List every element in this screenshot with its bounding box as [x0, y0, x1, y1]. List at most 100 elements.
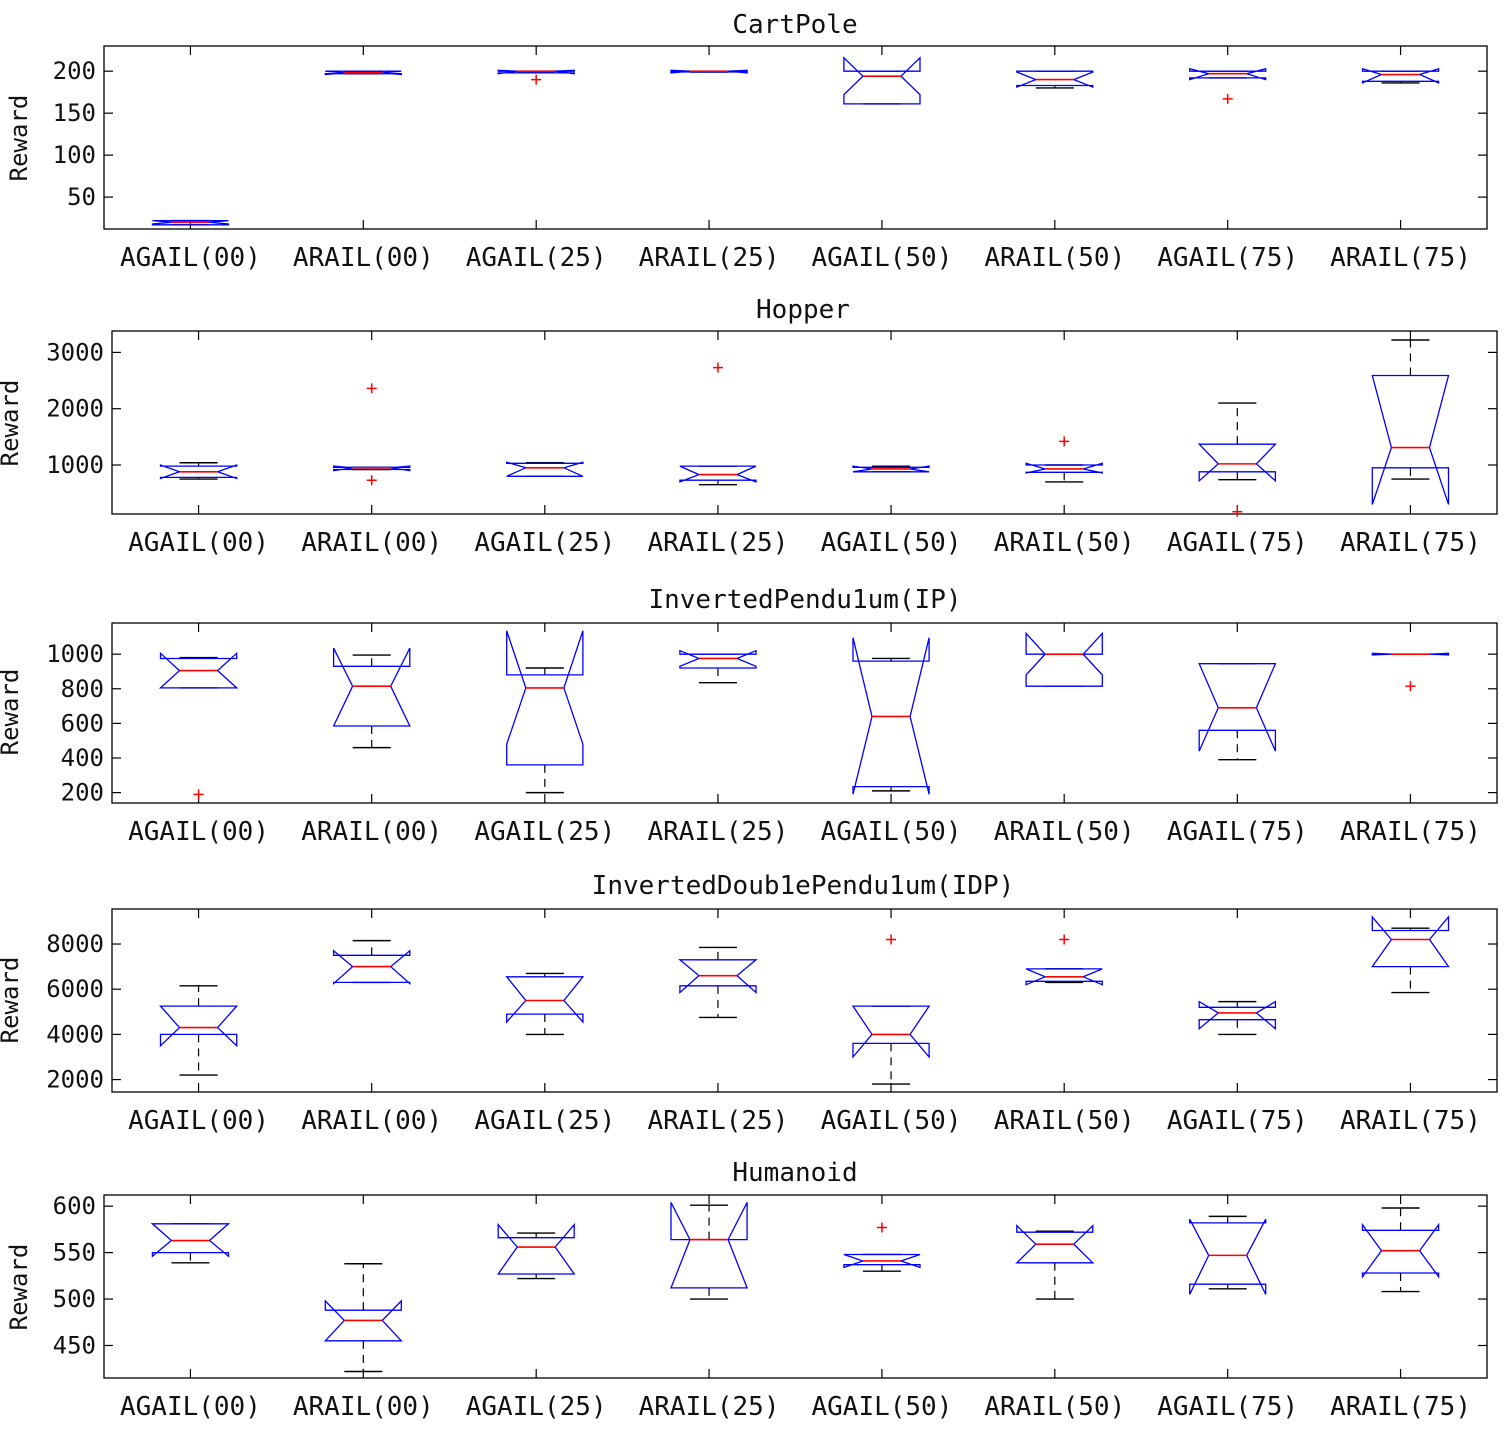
y-axis-label: Reward [5, 1244, 33, 1331]
panel-title: Hopper [756, 295, 850, 325]
outlier-marker [193, 789, 204, 800]
notched-box [332, 465, 411, 472]
notched-box [843, 56, 921, 105]
notched-box [1197, 443, 1277, 483]
x-tick-label: AGAIL(75) [1157, 243, 1298, 273]
y-tick-label: 600 [61, 709, 104, 737]
notched-box [1198, 1000, 1277, 1031]
notched-box [506, 461, 584, 477]
y-tick-label: 2000 [46, 1066, 104, 1094]
x-tick-label: ARAIL(50) [984, 1392, 1125, 1422]
notched-box [1371, 652, 1450, 656]
y-axis-label: Reward [5, 95, 33, 182]
x-tick-label: AGAIL(50) [811, 243, 952, 273]
outlier-marker [876, 1222, 887, 1233]
x-tick-label: ARAIL(75) [1330, 1392, 1471, 1422]
y-tick-label: 3000 [46, 338, 104, 366]
notched-box [1025, 462, 1103, 474]
x-tick-label: AGAIL(00) [120, 243, 261, 273]
y-tick-label: 800 [61, 675, 104, 703]
notched-box [323, 1299, 403, 1342]
axes-frame [111, 908, 1498, 1093]
notched-box [505, 976, 585, 1024]
panel-title: InvertedPendu1um(IP) [648, 585, 961, 615]
notched-box [1016, 70, 1094, 89]
notched-box [1189, 67, 1267, 81]
outlier-marker [366, 383, 377, 394]
axes-frame [111, 330, 1498, 515]
notched-box [1361, 67, 1440, 84]
x-tick-label: ARAIL(25) [647, 528, 788, 558]
x-tick-label: ARAIL(00) [293, 1392, 434, 1422]
x-tick-label: ARAIL(25) [639, 243, 780, 273]
notched-box [1198, 663, 1277, 752]
axes-frame [111, 622, 1498, 804]
x-tick-label: AGAIL(00) [128, 528, 269, 558]
y-tick-label: 1000 [46, 640, 104, 668]
y-tick-label: 100 [53, 141, 96, 169]
notched-box [1371, 915, 1450, 968]
y-tick-label: 2000 [46, 395, 104, 423]
y-tick-label: 450 [53, 1331, 96, 1359]
x-tick-label: AGAIL(25) [474, 528, 615, 558]
outlier-marker [1232, 506, 1243, 517]
notched-box [1015, 1224, 1095, 1264]
notched-box [158, 651, 239, 689]
x-tick-label: ARAIL(00) [301, 528, 442, 558]
outlier-marker [1059, 934, 1070, 945]
y-tick-label: 200 [53, 57, 96, 85]
x-tick-label: ARAIL(75) [1330, 243, 1471, 273]
notched-box [159, 1005, 239, 1048]
notched-box [852, 465, 930, 473]
y-tick-label: 50 [67, 183, 96, 211]
y-tick-label: 6000 [46, 975, 104, 1003]
x-tick-label: ARAIL(75) [1340, 528, 1481, 558]
x-tick-label: ARAIL(00) [301, 1106, 442, 1136]
axes-frame [103, 1194, 1488, 1379]
notched-box [151, 219, 230, 226]
panel-cartpole: CartPole Reward 50 100 150 200 AGAIL(00) ARAI… [5, 10, 1488, 273]
y-tick-label: 400 [61, 744, 104, 772]
notched-box [1189, 1218, 1267, 1295]
notched-box [843, 1253, 921, 1269]
outlier-marker [531, 74, 542, 85]
x-tick-label: ARAIL(00) [293, 243, 434, 273]
x-tick-label: AGAIL(50) [821, 1106, 962, 1136]
notched-box [679, 465, 757, 483]
notched-box [150, 1223, 231, 1258]
outlier-marker [712, 362, 723, 373]
x-tick-label: AGAIL(50) [821, 528, 962, 558]
outlier-marker [886, 934, 897, 945]
notched-box [670, 1202, 749, 1289]
panel-humanoid: Humanoid Reward 450 500 550 600 AGAIL(00) ARA… [5, 1158, 1488, 1422]
notched-box [324, 70, 402, 76]
panel-inverted-double-pendulum: InvertedDoub1ePendu1um(IDP) Reward 2000 4… [0, 871, 1498, 1136]
x-tick-label: ARAIL(25) [647, 1106, 788, 1136]
y-tick-label: 600 [53, 1192, 96, 1220]
x-tick-label: AGAIL(25) [466, 1392, 607, 1422]
x-tick-label: AGAIL(00) [120, 1392, 261, 1422]
x-tick-label: ARAIL(50) [994, 817, 1135, 847]
x-tick-label: AGAIL(25) [466, 243, 607, 273]
x-tick-label: AGAIL(00) [128, 1106, 269, 1136]
axes-frame [103, 45, 1488, 230]
y-tick-label: 4000 [46, 1020, 104, 1048]
x-tick-label: ARAIL(75) [1340, 817, 1481, 847]
notched-box [851, 1005, 931, 1059]
y-tick-label: 8000 [46, 930, 104, 958]
x-tick-label: ARAIL(25) [647, 817, 788, 847]
x-tick-label: AGAIL(00) [128, 817, 269, 847]
x-tick-label: AGAIL(50) [821, 817, 962, 847]
notched-box [496, 1222, 576, 1275]
x-tick-label: ARAIL(50) [984, 243, 1125, 273]
notched-box [332, 949, 411, 986]
notched-box [670, 69, 748, 74]
y-tick-label: 200 [61, 779, 104, 807]
notched-box [678, 959, 758, 995]
y-axis-label: Reward [0, 957, 24, 1044]
x-tick-label: AGAIL(25) [474, 817, 615, 847]
x-tick-label: AGAIL(50) [811, 1392, 952, 1422]
outlier-marker [1059, 436, 1070, 447]
outlier-marker [366, 475, 377, 486]
